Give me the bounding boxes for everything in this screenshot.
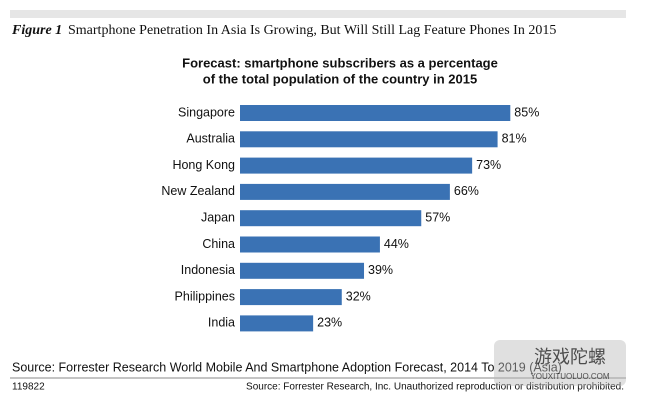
value-label: 85% <box>514 105 539 119</box>
category-label: Indonesia <box>181 263 235 277</box>
bar <box>240 236 380 253</box>
value-label: 39% <box>368 263 393 277</box>
value-label: 32% <box>346 289 371 303</box>
category-label: China <box>202 237 235 251</box>
value-label: 57% <box>425 210 450 224</box>
value-label: 44% <box>384 237 409 251</box>
value-label: 66% <box>454 184 479 198</box>
figure-title: Smartphone Penetration In Asia Is Growin… <box>68 23 556 38</box>
value-label: 73% <box>476 158 501 172</box>
bar <box>240 131 498 148</box>
footer-note: Source: Forrester Research, Inc. Unautho… <box>246 382 624 393</box>
watermark-text: 游戏陀螺 <box>534 347 606 367</box>
bar <box>240 105 511 121</box>
bar <box>240 262 365 279</box>
chart-title: Forecast: smartphone subscribers as a pe… <box>182 55 498 70</box>
bar <box>240 289 342 306</box>
watermark-box <box>494 340 626 386</box>
watermark: 游戏陀螺 YOUXITUOLUO.COM <box>494 340 626 386</box>
source: Source: Forrester Research World Mobile … <box>12 360 562 374</box>
category-label: Japan <box>201 210 235 224</box>
category-label: Philippines <box>175 289 235 303</box>
category-label: Singapore <box>178 105 235 119</box>
chart-title: of the total population of the country i… <box>203 71 477 86</box>
header-band <box>10 10 626 18</box>
value-label: 23% <box>317 316 342 330</box>
bar <box>240 183 450 200</box>
bar <box>240 157 473 174</box>
bar <box>240 210 422 227</box>
category-label: Australia <box>186 132 235 146</box>
figure-label: Figure 1 <box>11 23 62 38</box>
category-label: India <box>208 316 235 330</box>
category-label: Hong Kong <box>172 158 235 172</box>
watermark-url: YOUXITUOLUO.COM <box>530 372 609 381</box>
footer-id: 119822 <box>12 382 45 393</box>
value-label: 81% <box>502 132 527 146</box>
bar <box>240 315 314 332</box>
category-label: New Zealand <box>161 184 235 198</box>
